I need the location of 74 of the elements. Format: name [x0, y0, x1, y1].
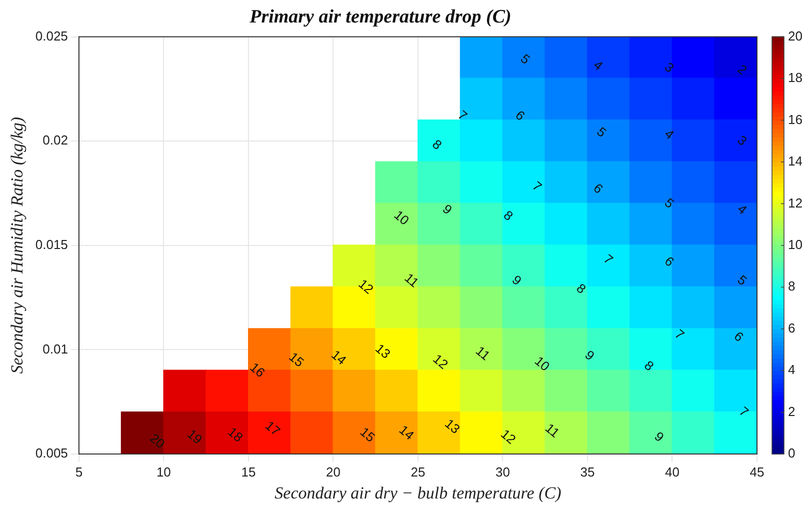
color-bar-label: 6: [788, 320, 796, 336]
color-bar-label: 2: [788, 404, 796, 419]
annotation: 10: [532, 353, 553, 374]
annotation: 13: [442, 416, 463, 437]
color-bar-label: 20: [788, 28, 802, 44]
color-bar-label: 14: [788, 154, 802, 169]
annotation: 4: [734, 201, 750, 218]
annotation: 10: [391, 207, 412, 228]
annotation: 3: [734, 132, 750, 148]
x-tick-label: 15: [241, 464, 256, 480]
annotation: 7: [672, 326, 688, 342]
color-bar-label: 4: [788, 362, 796, 378]
y-tick-label: 0.02: [42, 132, 68, 148]
annotation: 14: [396, 422, 418, 443]
x-tick-label: 30: [495, 464, 510, 480]
annotation: 13: [372, 340, 394, 362]
annotation: 5: [662, 194, 678, 212]
annotation: 7: [736, 404, 752, 420]
annotation: 3: [662, 59, 678, 76]
annotation: 18: [225, 424, 246, 445]
annotation: 7: [455, 107, 470, 124]
annotation: 12: [356, 276, 376, 297]
annotation: 8: [430, 136, 445, 153]
color-bar-label: 18: [788, 70, 802, 86]
annotation: 4: [662, 126, 678, 142]
annotation: 9: [652, 428, 667, 445]
annotation: 14: [328, 346, 350, 368]
annotation: 19: [184, 426, 206, 447]
annotation: 5: [734, 272, 750, 288]
color-bar-label: 10: [788, 236, 802, 252]
x-tick-label: 40: [665, 464, 680, 480]
x-tick-label: 5: [75, 464, 83, 480]
annotation: 11: [472, 343, 493, 364]
annotation: 8: [642, 358, 657, 374]
color-bar-label: 16: [788, 112, 802, 127]
annotation: 8: [574, 280, 589, 297]
color-bar-label: 8: [788, 278, 796, 294]
annotation: 9: [440, 201, 455, 218]
annotation: 5: [594, 124, 610, 140]
annotation: 8: [500, 207, 516, 224]
y-axis-title: Secondary air Humidity Ratio (kg/kg): [8, 116, 27, 374]
annotation: 9: [509, 272, 524, 288]
annotation: 2: [734, 61, 750, 78]
color-bar-label: 0: [788, 446, 796, 461]
x-tick-label: 45: [750, 464, 764, 480]
annotation: 7: [600, 251, 616, 268]
annotation: 15: [286, 349, 307, 370]
annotation: 7: [530, 178, 545, 194]
annotation: 6: [590, 180, 606, 196]
annotation: 12: [430, 351, 451, 372]
color-bar-label: 12: [788, 195, 802, 210]
x-tick-label: 25: [410, 464, 426, 480]
annotation: 15: [357, 424, 378, 445]
annotation: 6: [662, 253, 678, 270]
x-axis-title: Secondary air dry − bulb temperature (C): [274, 483, 562, 502]
annotation: 9: [582, 347, 598, 364]
y-tick-label: 0.005: [35, 446, 68, 461]
y-tick-label: 0.01: [42, 341, 68, 356]
annotation: 17: [262, 418, 284, 439]
annotation: 4: [590, 57, 606, 74]
annotation: 5: [518, 50, 533, 68]
x-tick-label: 20: [326, 464, 340, 480]
y-tick-label: 0.025: [35, 28, 68, 44]
annotation: 6: [512, 107, 528, 124]
x-tick-label: 35: [580, 464, 595, 480]
annotation: 11: [542, 420, 562, 440]
annotation: 16: [247, 359, 268, 380]
chart-title: Primary air temperature drop (C): [248, 6, 512, 28]
annotation: 12: [498, 426, 519, 447]
x-tick-label: 10: [156, 464, 171, 480]
annotation: 20: [147, 430, 168, 452]
y-tick-label: 0.015: [35, 236, 68, 252]
annotation: 6: [731, 328, 747, 345]
annotation: 11: [402, 270, 422, 290]
